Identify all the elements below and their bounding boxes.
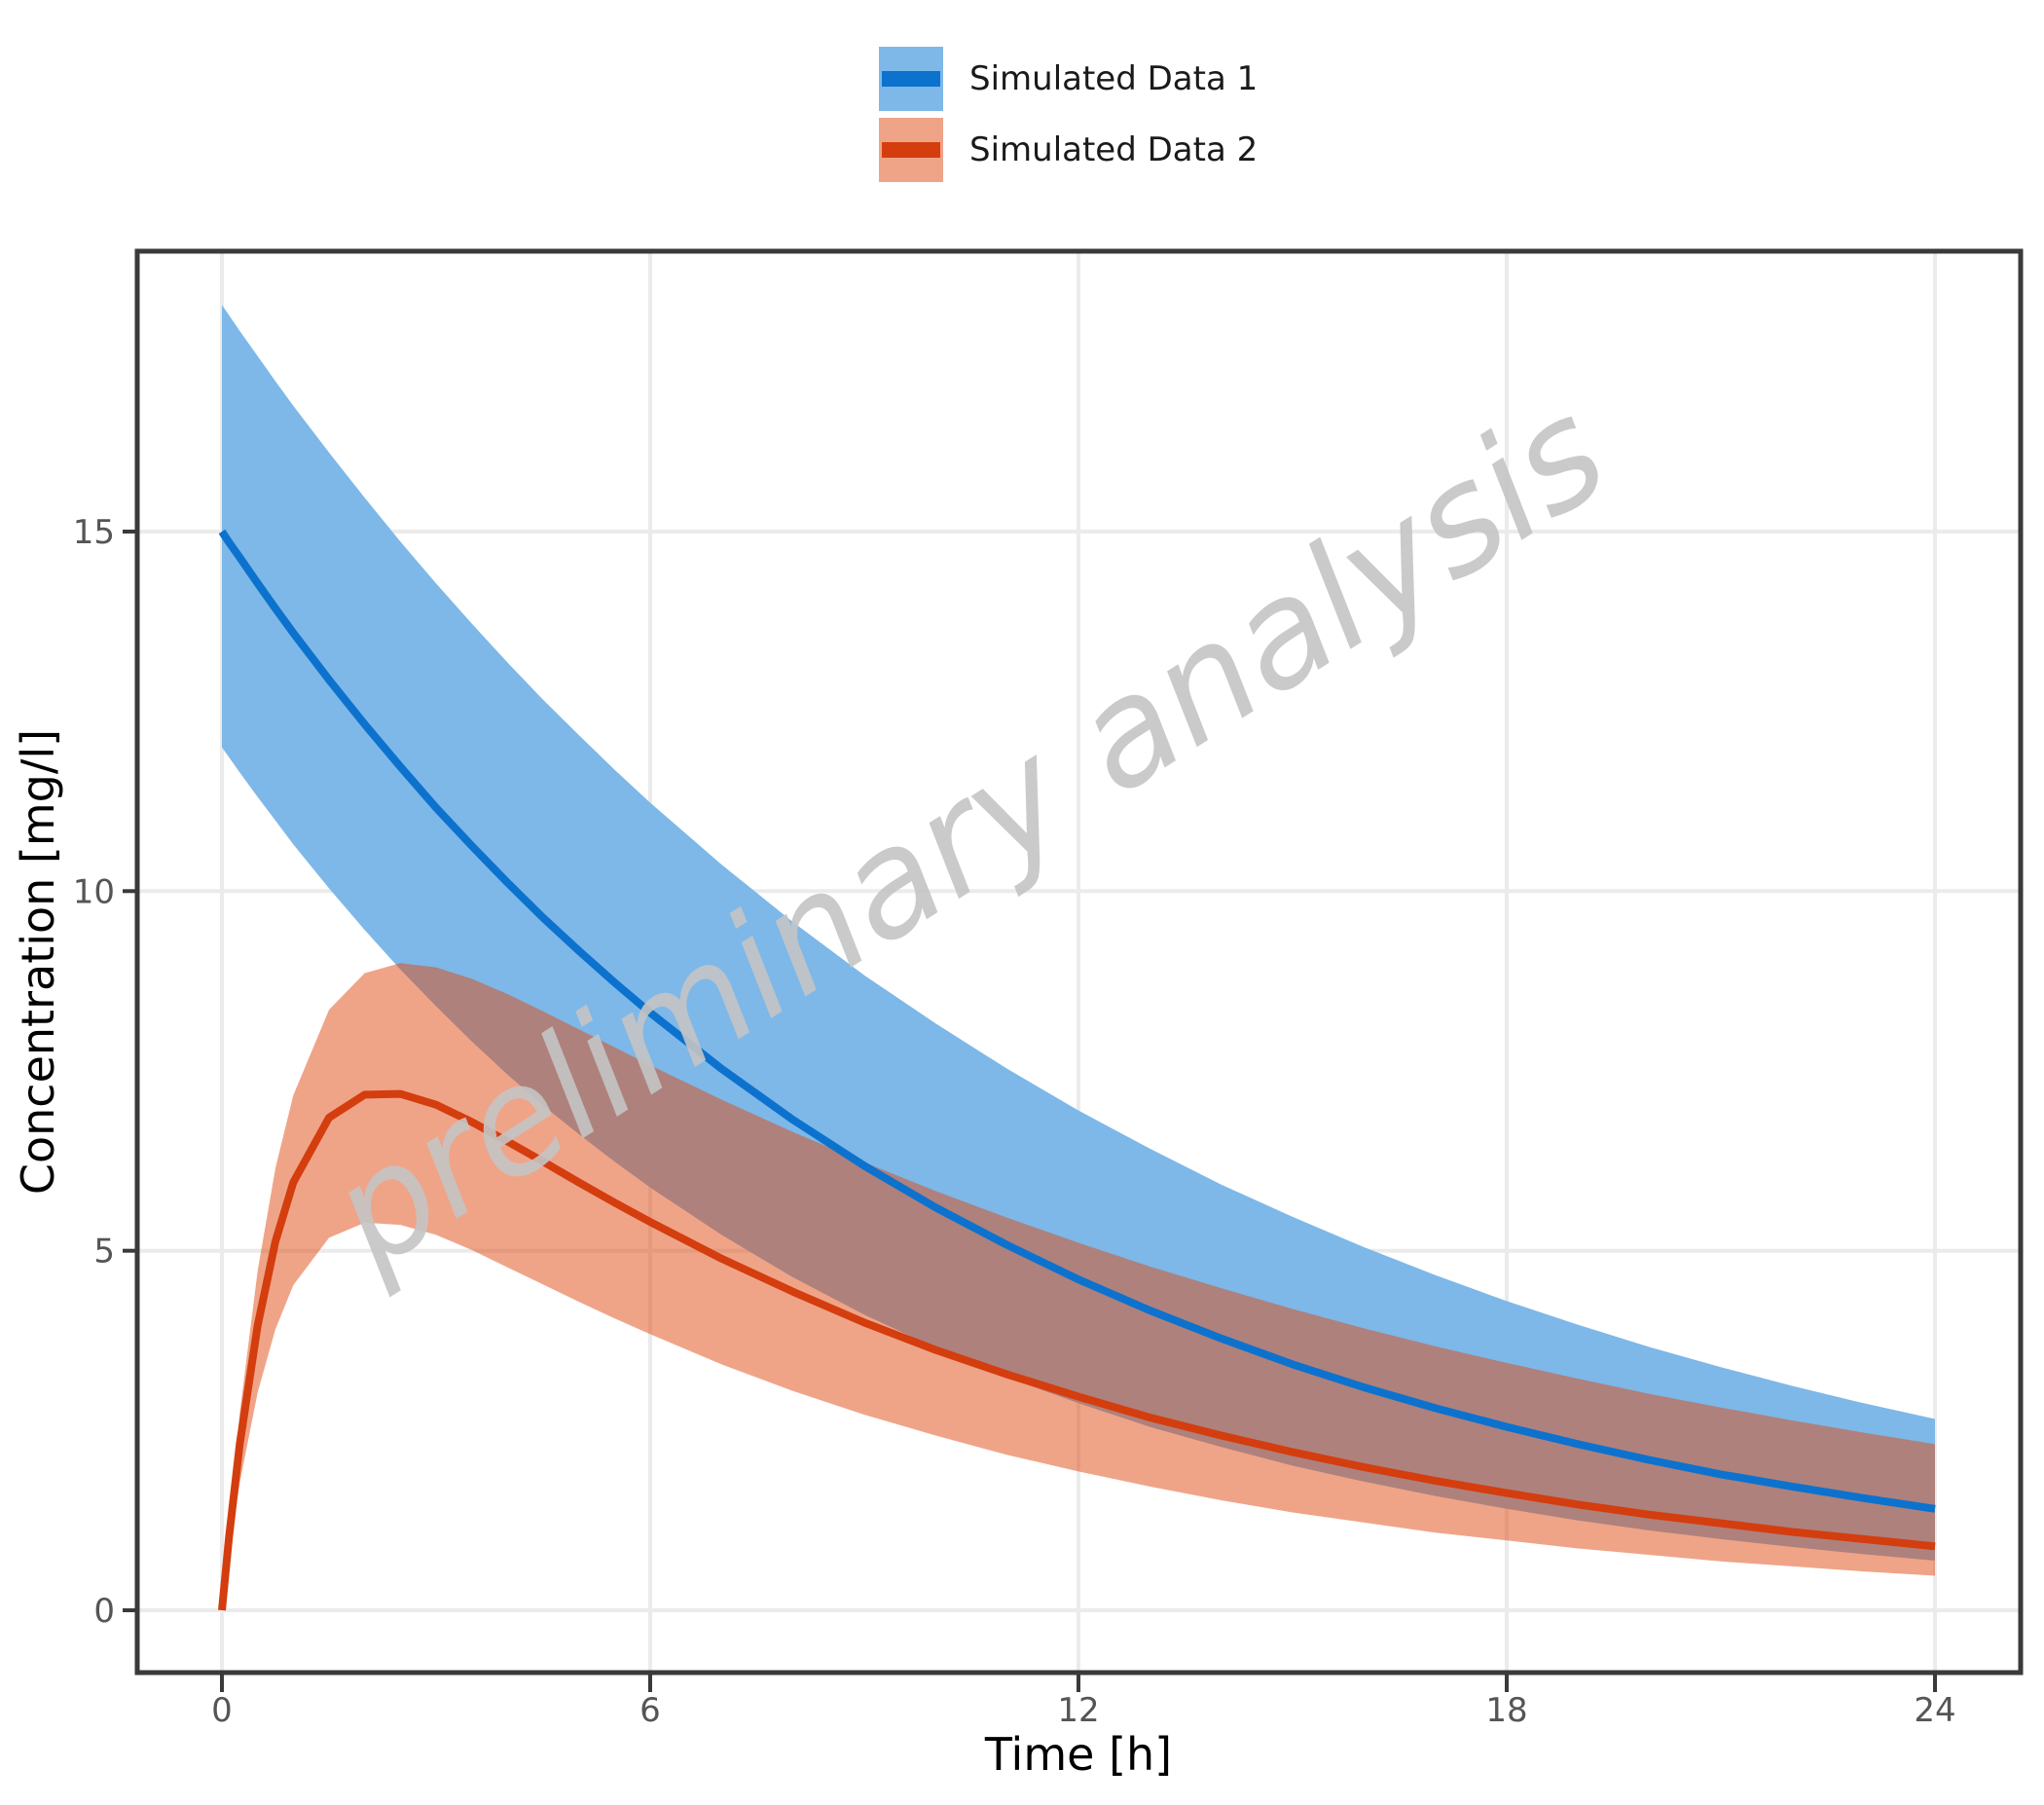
x-axis-title: Time [h] <box>984 1728 1172 1781</box>
mean-lines <box>218 529 1936 1611</box>
legend-swatch-band-2 <box>879 117 943 182</box>
legend-swatch-band-1 <box>879 46 943 111</box>
legend-swatch-line-1 <box>882 70 940 87</box>
x-tick-label-12: 12 <box>1057 1691 1099 1730</box>
y-tick-label-15: 15 <box>73 513 115 552</box>
legend-item-simulated-data-2: Simulated Data 2 <box>879 114 1258 185</box>
panel-border <box>134 248 2024 1676</box>
x-tick-label-6: 6 <box>639 1691 661 1730</box>
legend-label-1: Simulated Data 1 <box>969 58 1259 98</box>
x-tick-label-18: 18 <box>1485 1691 1527 1730</box>
confidence-band-2 <box>222 963 1935 1610</box>
y-axis-title: Concentration [mg/l] <box>12 729 64 1195</box>
legend: Simulated Data 1 Simulated Data 2 <box>879 43 1258 185</box>
legend-label-2: Simulated Data 2 <box>969 129 1259 169</box>
x-tick-label-24: 24 <box>1914 1691 1955 1730</box>
y-tick-label-0: 0 <box>93 1592 115 1631</box>
legend-swatch-line-2 <box>882 141 940 158</box>
y-tick-label-5: 5 <box>93 1233 115 1271</box>
mean-line-1 <box>218 529 1936 1513</box>
x-axis: 0 6 12 18 24 <box>211 1675 1956 1730</box>
x-tick-label-0: 0 <box>211 1691 233 1730</box>
y-tick-label-10: 10 <box>73 872 115 911</box>
legend-item-simulated-data-1: Simulated Data 1 <box>879 43 1258 114</box>
y-axis: 0 5 10 15 <box>73 513 135 1631</box>
mean-line-2 <box>218 1089 1936 1611</box>
